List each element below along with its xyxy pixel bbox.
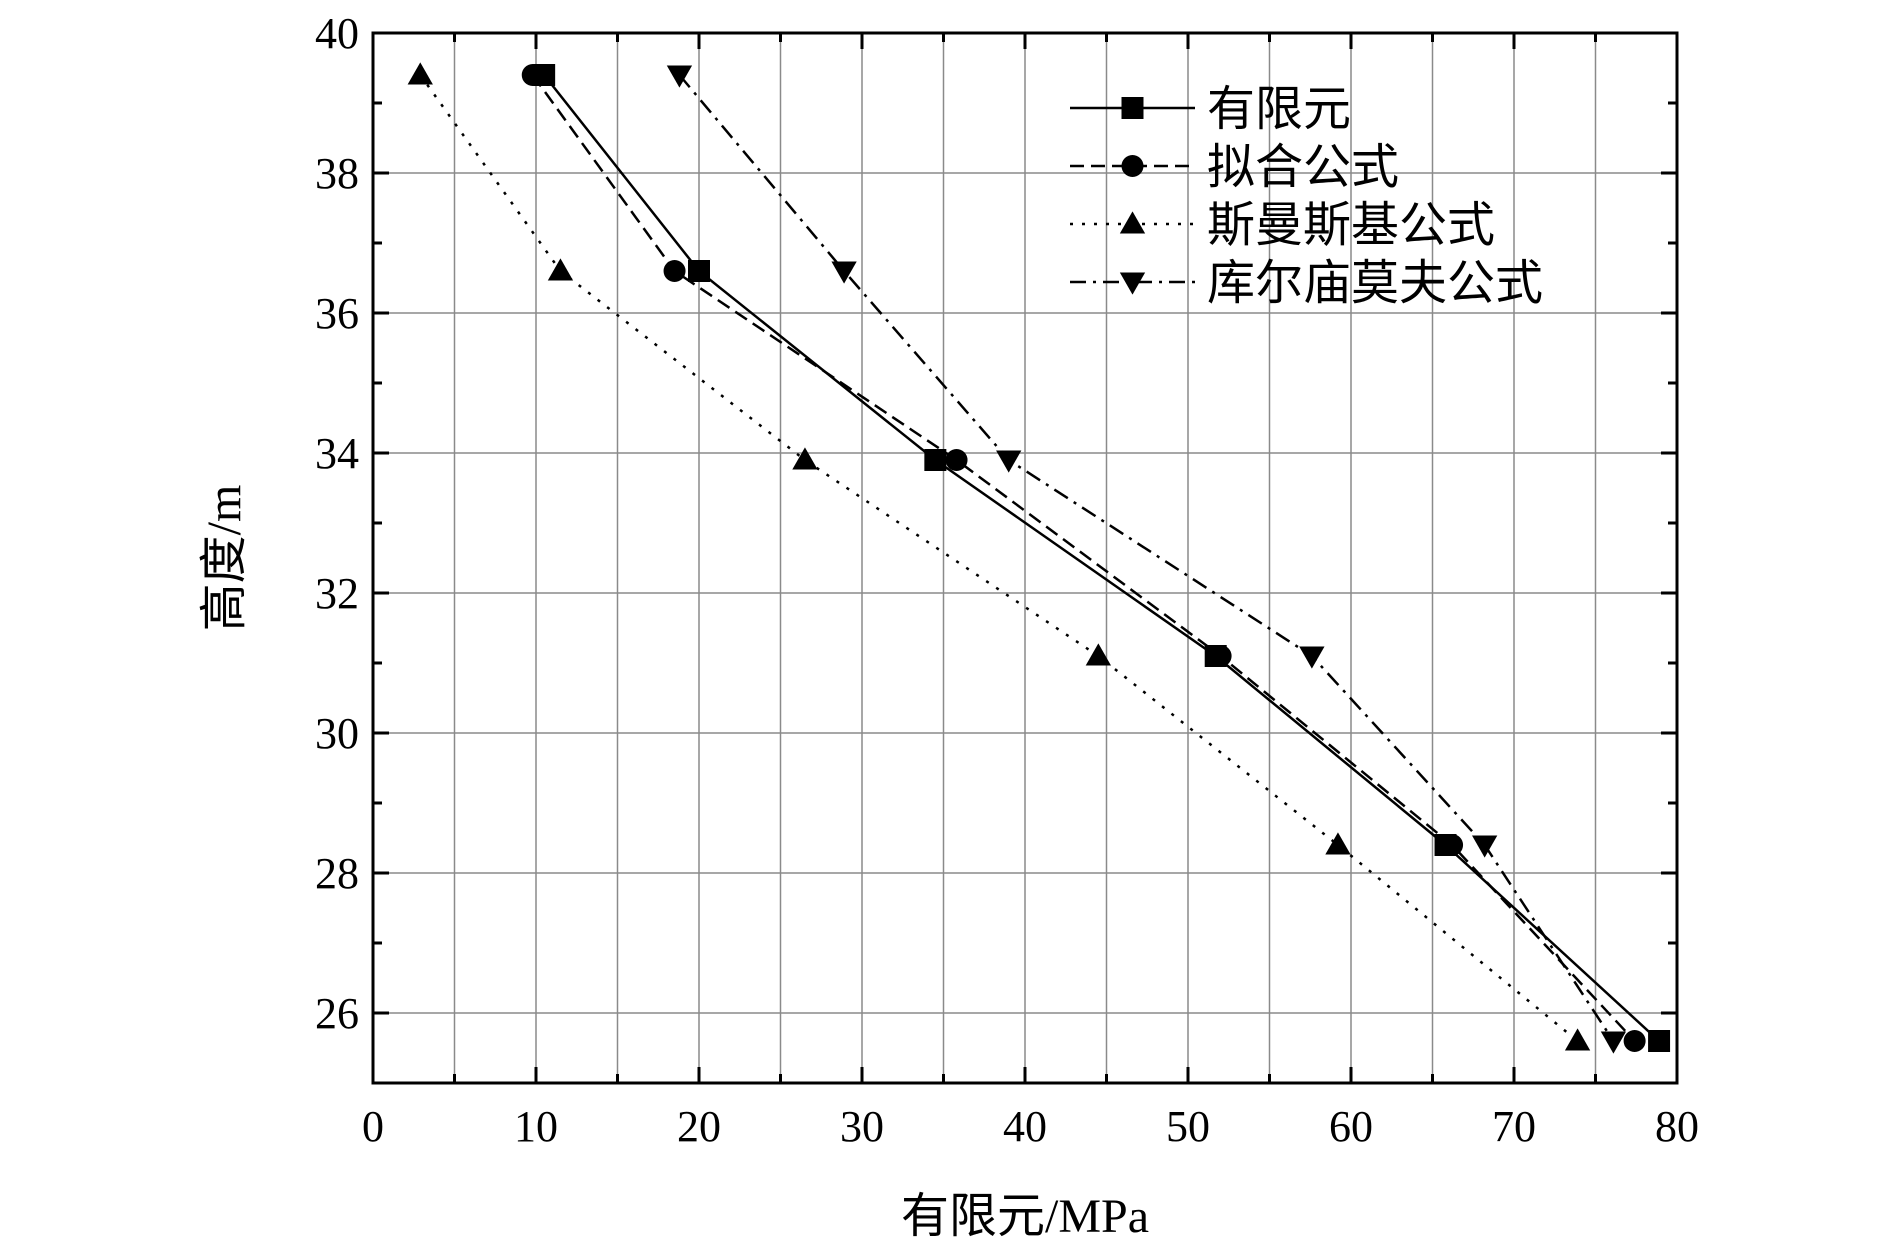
legend-marker: [1119, 272, 1146, 295]
legend-item: 拟合公式: [1070, 139, 1399, 195]
legend-label: 库尔庙莫夫公式: [1207, 255, 1543, 311]
y-tick-label: 32: [315, 569, 359, 618]
x-tick-label: 20: [677, 1102, 721, 1151]
plot-frame: [371, 31, 1679, 1085]
y-tick-label: 26: [315, 989, 359, 1038]
x-tick-label: 80: [1655, 1102, 1699, 1151]
x-tick-label: 0: [362, 1102, 384, 1151]
y-axis-ticks: 26 28 30 32 34 36 38 40: [315, 9, 1677, 1085]
x-tick-label: 10: [514, 1102, 558, 1151]
data-point: [1600, 1031, 1627, 1054]
x-tick-label: 40: [1003, 1102, 1047, 1151]
series-3: [407, 62, 1591, 1051]
x-tick-label: 50: [1166, 1102, 1210, 1151]
data-point: [792, 447, 818, 470]
legend-marker: [1121, 155, 1144, 177]
data-point: [407, 62, 433, 85]
y-tick-label: 30: [315, 709, 359, 758]
data-point: [1648, 1030, 1671, 1052]
legend-marker: [1121, 97, 1144, 119]
legend-label: 拟合公式: [1207, 139, 1399, 195]
legend-label: 斯曼斯基公式: [1207, 197, 1495, 253]
data-point: [1209, 645, 1232, 667]
data-point: [688, 260, 710, 282]
data-point: [1564, 1028, 1591, 1051]
data-point: [666, 65, 693, 88]
x-tick-label: 70: [1492, 1102, 1536, 1151]
y-tick-label: 36: [315, 289, 359, 338]
data-point: [521, 64, 544, 86]
series-2: [521, 64, 1646, 1052]
data-point: [1472, 835, 1498, 858]
data-point: [1085, 643, 1111, 666]
y-tick-label: 38: [315, 149, 359, 198]
y-tick-label: 40: [315, 9, 359, 58]
y-tick-label: 34: [315, 429, 359, 478]
data-point: [1325, 832, 1351, 855]
data-point: [663, 260, 686, 282]
data-point: [996, 450, 1022, 473]
x-tick-label: 30: [840, 1102, 884, 1151]
y-tick-label: 28: [315, 849, 359, 898]
x-axis-title: 有限元/MPa: [901, 1190, 1149, 1243]
legend-item: 库尔庙莫夫公式: [1070, 255, 1543, 311]
legend-marker: [1119, 211, 1146, 234]
data-point: [1299, 646, 1325, 669]
x-tick-label: 60: [1329, 1102, 1373, 1151]
series-layer: [407, 62, 1671, 1054]
series-1: [533, 64, 1671, 1052]
legend-label: 有限元: [1207, 81, 1351, 137]
data-point: [547, 258, 574, 281]
x-axis-ticks: 0 10 20 30 40 50 60 70 80: [362, 33, 1699, 1151]
series-line: [678, 74, 1615, 1042]
data-point: [945, 449, 968, 471]
data-point: [831, 261, 857, 284]
grid-lines: [373, 33, 1677, 1083]
data-point: [1623, 1030, 1646, 1052]
data-point: [924, 449, 947, 471]
y-axis-title: 高度/m: [198, 485, 251, 632]
data-point: [1441, 834, 1464, 856]
series-4: [666, 65, 1627, 1054]
legend-item: 有限元: [1070, 81, 1351, 137]
series-line: [531, 74, 1636, 1042]
legend-item: 斯曼斯基公式: [1070, 197, 1495, 253]
